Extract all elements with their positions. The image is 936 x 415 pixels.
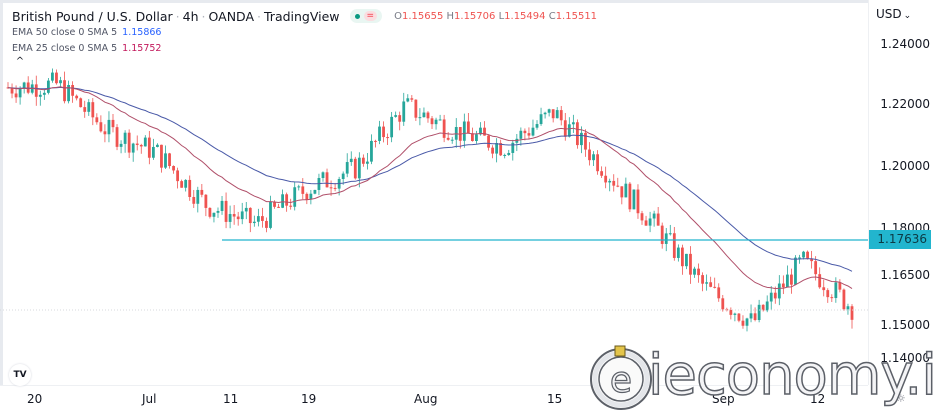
- ema-25-line: [7, 86, 853, 290]
- source: TradingView: [264, 8, 340, 24]
- price-tick: 1.22000: [880, 97, 930, 111]
- indicator-ema-25[interactable]: EMA 25 close 0 SMA 5 1.15752: [12, 43, 162, 54]
- horizontal-level-price-label: 1.17636: [869, 230, 931, 249]
- equal-icon: =: [363, 11, 378, 21]
- svg-text:e: e: [610, 360, 632, 401]
- price-tick: 1.16500: [880, 268, 930, 282]
- time-tick: 15: [547, 392, 563, 406]
- ema-50-line: [7, 86, 853, 272]
- price-chart-canvas[interactable]: [0, 0, 868, 385]
- symbol-title-row[interactable]: British Pound / U.S. Dollar · 4h · OANDA…: [12, 8, 598, 24]
- indicator-ema-50[interactable]: EMA 50 close 0 SMA 5 1.15866: [12, 27, 162, 38]
- collapse-legend-button[interactable]: ^: [15, 56, 25, 67]
- time-tick: 12: [810, 392, 826, 406]
- time-tick: 19: [301, 392, 317, 406]
- chevron-down-icon: ⌄: [903, 11, 912, 21]
- top-border: [0, 0, 936, 3]
- market-status-badge[interactable]: =: [349, 9, 383, 23]
- ieconomy-watermark: e ieconomy.io: [588, 344, 936, 414]
- settings-icon[interactable]: ☼: [896, 392, 906, 405]
- time-tick: Jul: [142, 392, 157, 406]
- tradingview-logo[interactable]: TV: [9, 364, 31, 386]
- currency-selector[interactable]: USD ⌄: [876, 7, 912, 21]
- ieconomy-watermark-text: ieconomy.io: [647, 343, 936, 408]
- price-tick: 1.24000: [880, 37, 930, 51]
- price-tick: 1.14000: [880, 351, 930, 365]
- price-axis[interactable]: [868, 0, 936, 385]
- time-tick: 20: [27, 392, 43, 406]
- ieconomy-logo-icon: e: [590, 345, 652, 410]
- symbol-name: British Pound / U.S. Dollar: [12, 8, 173, 24]
- interval: 4h: [182, 8, 199, 24]
- price-tick: 1.15000: [880, 318, 930, 332]
- time-tick: Aug: [414, 392, 438, 406]
- exchange: OANDA: [208, 8, 255, 24]
- time-tick: Sep: [712, 392, 735, 406]
- candlestick-series: [6, 68, 854, 332]
- left-border: [0, 0, 3, 414]
- time-axis[interactable]: [0, 385, 868, 415]
- time-tick: 11: [223, 392, 239, 406]
- market-open-dot-icon: [354, 13, 360, 19]
- ohlc-values: O1.15655 H1.15706 L1.15494 C1.15511: [394, 10, 598, 22]
- chart-legend: British Pound / U.S. Dollar · 4h · OANDA…: [12, 7, 597, 57]
- price-tick: 1.20000: [880, 159, 930, 173]
